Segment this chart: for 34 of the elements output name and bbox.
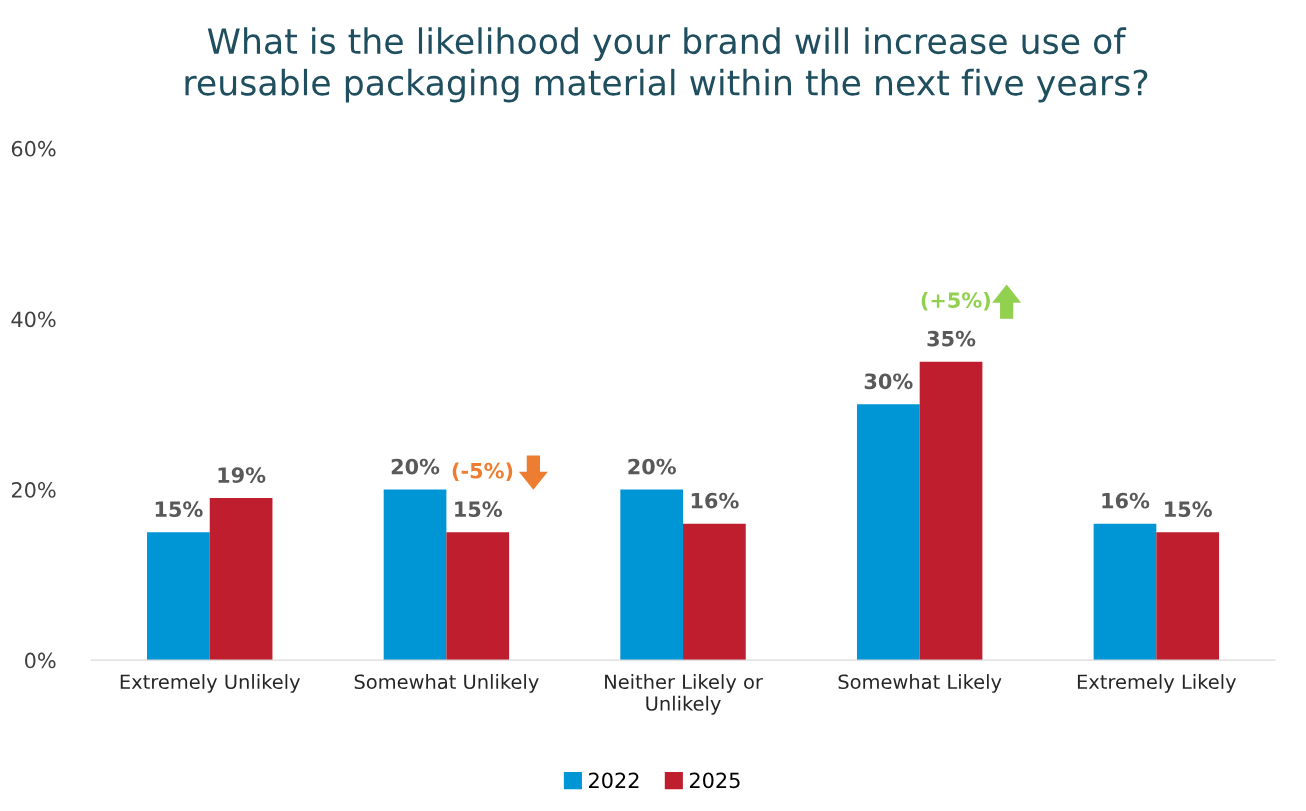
chart-title: What is the likelihood your brand will increase use of reusable packaging material within the next five years?	[185, 27, 1148, 103]
data-label: 35%	[927, 330, 976, 347]
y-tick-label: 40%	[11, 311, 56, 328]
data-label: 20%	[391, 458, 440, 475]
data-label: 20%	[628, 458, 676, 475]
bar	[147, 532, 210, 661]
x-tick-label: Extremely Unlikely	[120, 674, 301, 693]
data-label: 19%	[218, 467, 266, 483]
bar	[620, 489, 684, 661]
data-label: 16%	[1102, 492, 1150, 509]
x-tick-label: Extremely Likely	[1077, 674, 1237, 693]
bar	[683, 523, 746, 661]
data-label: 15%	[455, 501, 503, 518]
data-label: 30%	[864, 373, 913, 390]
annotation: (-5%)	[452, 462, 513, 482]
x-tick-label: Somewhat Likely	[838, 674, 1002, 693]
bar	[1156, 532, 1220, 661]
bar	[209, 498, 273, 661]
legend-label: 2022	[589, 772, 639, 789]
y-tick-label: 20%	[11, 482, 56, 498]
legend-label: 2025	[689, 772, 740, 789]
data-label: 16%	[691, 492, 739, 509]
bar	[856, 404, 920, 661]
bar	[919, 361, 983, 661]
bar	[1093, 523, 1157, 661]
bar	[446, 532, 510, 661]
x-tick-label: Somewhat Unlikely	[354, 674, 539, 693]
y-tick-label: 0%	[25, 652, 56, 669]
data-label: 15%	[155, 501, 203, 518]
y-tick-label: 60%	[11, 140, 56, 157]
bar	[383, 489, 447, 661]
annotation: (+5%)	[921, 291, 990, 311]
x-tick-label: Neither Likely or Unlikely	[605, 674, 763, 715]
data-label: 15%	[1165, 501, 1212, 518]
